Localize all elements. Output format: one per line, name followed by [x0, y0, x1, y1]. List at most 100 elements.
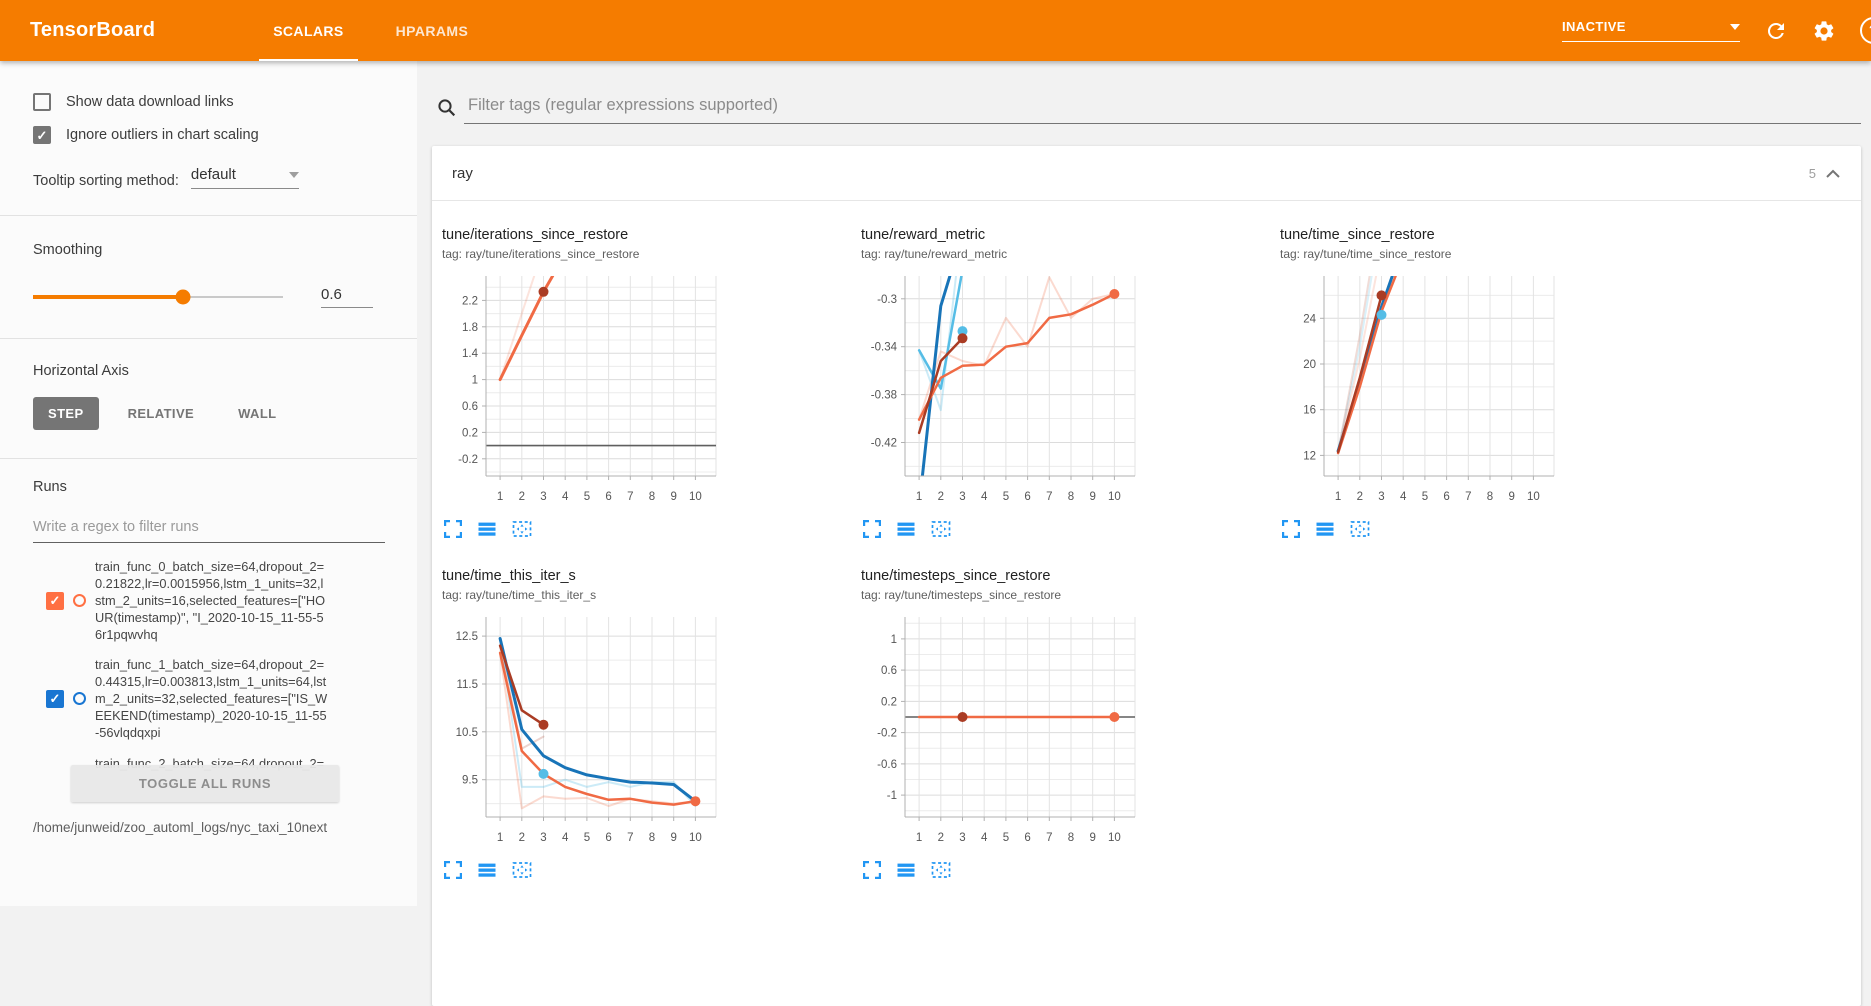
chevron-down-icon — [1730, 24, 1740, 30]
run-item[interactable]: ✓ train_func_0_batch_size=64,dropout_2=0… — [33, 547, 397, 645]
fit-domain-icon[interactable] — [512, 861, 532, 879]
run-label: train_func_0_batch_size=64,dropout_2=0.2… — [95, 558, 329, 643]
svg-text:1: 1 — [916, 491, 922, 503]
svg-text:2: 2 — [519, 832, 525, 844]
run-checkbox[interactable]: ✓ — [46, 690, 64, 708]
expand-chart-icon[interactable] — [863, 520, 881, 538]
run-radio[interactable] — [73, 594, 86, 607]
svg-text:10: 10 — [1108, 832, 1121, 844]
svg-text:3: 3 — [1378, 491, 1384, 503]
run-item[interactable]: ✓ train_func_1_batch_size=64,dropout_2=0… — [33, 645, 397, 743]
svg-text:20: 20 — [1303, 359, 1316, 371]
ignore-outliers-checkbox[interactable]: ✓ — [33, 126, 51, 144]
toggle-y-axis-icon[interactable] — [478, 861, 496, 879]
fit-domain-icon[interactable] — [1350, 520, 1370, 538]
header-actions: INACTIVE ? — [1562, 17, 1871, 44]
toggle-y-axis-icon[interactable] — [1316, 520, 1334, 538]
toggle-all-runs-button[interactable]: TOGGLE ALL RUNS — [71, 765, 339, 802]
tooltip-sorting-label: Tooltip sorting method: — [33, 173, 179, 189]
svg-text:12: 12 — [1303, 450, 1316, 462]
svg-text:10: 10 — [689, 491, 702, 503]
toggle-y-axis-icon[interactable] — [897, 861, 915, 879]
svg-text:9: 9 — [1089, 832, 1095, 844]
tooltip-sorting-select[interactable]: default — [191, 166, 299, 189]
expand-chart-icon[interactable] — [1282, 520, 1300, 538]
ignore-outliers-option[interactable]: ✓ Ignore outliers in chart scaling — [33, 126, 397, 144]
chart-title: tune/iterations_since_restore — [442, 227, 842, 243]
svg-text:10: 10 — [689, 832, 702, 844]
chevron-up-icon[interactable] — [1825, 168, 1841, 179]
svg-text:9: 9 — [670, 491, 676, 503]
svg-text:10: 10 — [1108, 491, 1121, 503]
toggle-y-axis-icon[interactable] — [478, 520, 496, 538]
refresh-icon[interactable] — [1764, 19, 1788, 43]
tab-scalars[interactable]: SCALARS — [247, 0, 369, 61]
svg-text:4: 4 — [981, 832, 988, 844]
chart-actions — [444, 520, 842, 538]
chart-tag: tag: ray/tune/time_since_restore — [1280, 247, 1680, 261]
svg-text:10.5: 10.5 — [456, 727, 478, 739]
help-icon[interactable]: ? — [1860, 17, 1871, 44]
log-directory-path: /home/junweid/zoo_automl_logs/nyc_taxi_1… — [33, 818, 343, 838]
status-label: INACTIVE — [1562, 19, 1626, 34]
toggle-y-axis-icon[interactable] — [897, 520, 915, 538]
svg-text:12.5: 12.5 — [456, 631, 478, 643]
chart-tag: tag: ray/tune/timesteps_since_restore — [861, 588, 1261, 602]
svg-text:3: 3 — [540, 832, 546, 844]
filter-tags-input[interactable] — [464, 91, 1861, 124]
svg-text:2: 2 — [1357, 491, 1363, 503]
status-dropdown[interactable]: INACTIVE — [1562, 19, 1740, 42]
tag-group-count: 5 — [1809, 166, 1816, 181]
smoothing-value[interactable]: 0.6 — [321, 286, 373, 308]
tag-group-title: ray — [452, 165, 473, 182]
settings-gear-icon[interactable] — [1812, 19, 1836, 43]
svg-text:8: 8 — [649, 832, 655, 844]
tab-hparams[interactable]: HPARAMS — [370, 0, 495, 61]
runs-filter-input[interactable] — [33, 509, 385, 543]
show-download-links-option[interactable]: ✓ Show data download links — [33, 93, 397, 111]
svg-text:0.6: 0.6 — [881, 665, 897, 677]
tag-group-header[interactable]: ray 5 — [432, 146, 1861, 201]
tag-group-card: ray 5 tune/iterations_since_restore tag:… — [432, 146, 1861, 1006]
show-download-links-checkbox[interactable]: ✓ — [33, 93, 51, 111]
run-radio[interactable] — [73, 692, 86, 705]
scalar-chart-card: tune/timesteps_since_restore tag: ray/tu… — [861, 568, 1261, 879]
expand-chart-icon[interactable] — [444, 520, 462, 538]
axis-wall-button[interactable]: WALL — [223, 397, 291, 430]
fit-domain-icon[interactable] — [512, 520, 532, 538]
svg-text:-0.34: -0.34 — [871, 342, 898, 354]
svg-text:8: 8 — [1068, 832, 1074, 844]
fit-domain-icon[interactable] — [931, 520, 951, 538]
svg-text:7: 7 — [627, 832, 633, 844]
smoothing-slider-thumb[interactable] — [176, 290, 191, 305]
expand-chart-icon[interactable] — [863, 861, 881, 879]
svg-text:6: 6 — [1024, 832, 1030, 844]
run-checkbox[interactable]: ✓ — [46, 592, 64, 610]
svg-text:1: 1 — [472, 375, 478, 387]
svg-text:8: 8 — [1487, 491, 1493, 503]
svg-text:9.5: 9.5 — [462, 775, 478, 787]
svg-text:-0.3: -0.3 — [877, 294, 897, 306]
axis-step-button[interactable]: STEP — [33, 397, 99, 430]
svg-text:9: 9 — [670, 832, 676, 844]
smoothing-slider[interactable] — [33, 296, 283, 299]
fit-domain-icon[interactable] — [931, 861, 951, 879]
chevron-down-icon — [289, 172, 299, 178]
svg-text:5: 5 — [1422, 491, 1428, 503]
chart-tag: tag: ray/tune/reward_metric — [861, 247, 1261, 261]
expand-chart-icon[interactable] — [444, 861, 462, 879]
svg-text:4: 4 — [562, 832, 569, 844]
svg-text:5: 5 — [584, 491, 590, 503]
charts-grid: tune/iterations_since_restore tag: ray/t… — [432, 201, 1861, 879]
axis-relative-button[interactable]: RELATIVE — [113, 397, 210, 430]
option-label: Ignore outliers in chart scaling — [66, 127, 259, 143]
svg-text:2.2: 2.2 — [462, 295, 478, 307]
svg-text:-0.2: -0.2 — [877, 728, 897, 740]
main-content: ray 5 tune/iterations_since_restore tag:… — [417, 61, 1871, 906]
horizontal-axis-label: Horizontal Axis — [33, 363, 397, 379]
